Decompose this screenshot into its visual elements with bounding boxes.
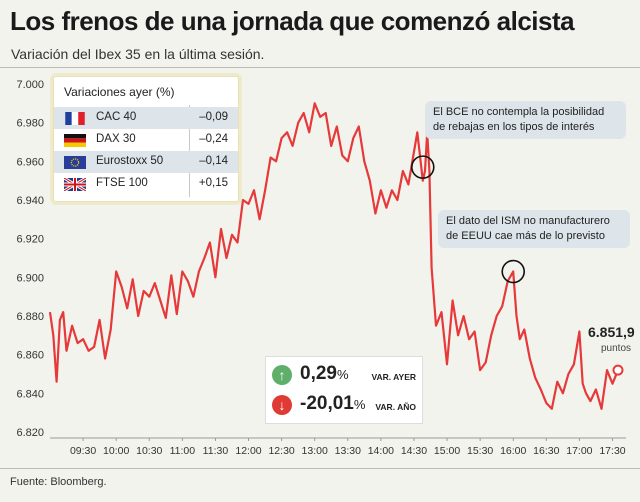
y-tick-label: 6.900 [16,272,44,284]
legend-title: Variaciones ayer (%) [64,85,175,99]
x-tick-label: 12:30 [268,445,294,457]
kpi-panel: ↑ 0,29% VAR. AYER ↓ -20,01% VAR. AÑO [265,356,423,424]
uk-flag-icon [64,178,86,191]
kpi-value: 0,29% [300,363,349,384]
y-tick-label: 7.000 [16,79,44,91]
legend-name: FTSE 100 [96,177,148,189]
france-flag-icon [65,112,85,125]
ibex35-line [48,102,620,410]
legend-row: Eurostoxx 50 –0,14 [54,151,238,173]
annotation-bce: El BCE no contempla la posibilidad de re… [425,101,626,139]
kpi-year: ↓ -20,01% VAR. AÑO [272,393,422,419]
annotation-ism: El dato del ISM no manufacturero de EEUU… [438,210,630,248]
legend-row: FTSE 100 +0,15 [54,173,238,195]
x-tick-label: 17:00 [566,445,592,457]
x-tick-label: 12:00 [235,445,261,457]
kpi-label: VAR. AÑO [375,402,416,412]
x-tick-label: 15:00 [434,445,460,457]
legend-name: Eurostoxx 50 [96,155,164,167]
x-tick-label: 17:30 [599,445,625,457]
x-tick-label: 13:30 [335,445,361,457]
x-tick-label: 14:30 [401,445,427,457]
x-tick-label: 11:00 [170,445,196,457]
x-tick-label: 16:00 [500,445,526,457]
last-value-unit: puntos [601,343,632,354]
eu-flag-icon [64,156,86,169]
y-tick-label: 6.960 [16,156,44,168]
arrow-down-icon: ↓ [272,395,292,415]
chart-subtitle: Variación del Ibex 35 en la última sesió… [11,46,265,62]
kpi-day: ↑ 0,29% VAR. AYER [272,363,422,389]
kpi-value: -20,01% [300,393,366,414]
x-tick-label: 11:30 [203,445,229,457]
bottom-divider [0,468,640,469]
x-tick-label: 09:30 [70,445,96,457]
bce-event-circle [410,155,435,179]
x-tick-label: 10:30 [136,445,162,457]
source-note: Fuente: Bloomberg. [10,476,107,488]
legend-row: CAC 40 –0,09 [54,107,238,129]
legend-name: CAC 40 [96,111,137,123]
legend-name: DAX 30 [96,133,136,145]
legend-row: DAX 30 –0,24 [54,129,238,151]
series-layer [48,102,620,410]
variations-legend: Variaciones ayer (%) CAC 40 –0,09 DAX 30… [53,76,239,202]
x-tick-label: 10:00 [103,445,129,457]
top-divider [0,67,640,68]
x-tick-label: 14:00 [368,445,394,457]
legend-value: –0,24 [199,133,228,145]
arrow-up-icon: ↑ [272,365,292,385]
ism-event-circle [501,259,526,284]
chart-title: Los frenos de una jornada que comenzó al… [10,6,575,36]
event-markers [410,155,624,376]
y-tick-label: 6.920 [16,234,44,246]
y-tick-label: 6.880 [16,311,44,323]
x-tick-label: 13:00 [302,445,328,457]
y-axis: 6.820 6.840 6.860 6.880 6.900 6.920 6.940 6.960… [16,79,44,439]
x-tick-label: 16:30 [533,445,559,457]
y-tick-label: 6.840 [16,388,44,400]
germany-flag-icon [64,134,86,147]
kpi-label: VAR. AYER [371,372,416,382]
x-axis: 09:30 10:00 10:30 11:00 11:30 12:00 12:30 13:00… [50,437,626,457]
y-tick-label: 6.820 [16,427,44,439]
x-tick-label: 15:30 [467,445,493,457]
y-tick-label: 6.980 [16,118,44,130]
y-tick-label: 6.940 [16,195,44,207]
legend-value: –0,09 [199,111,228,123]
legend-value: +0,15 [198,177,228,189]
legend-value: –0,14 [199,155,228,167]
last-value: 6.851,9 [588,324,635,340]
last-point-marker [612,364,624,376]
y-tick-label: 6.860 [16,350,44,362]
